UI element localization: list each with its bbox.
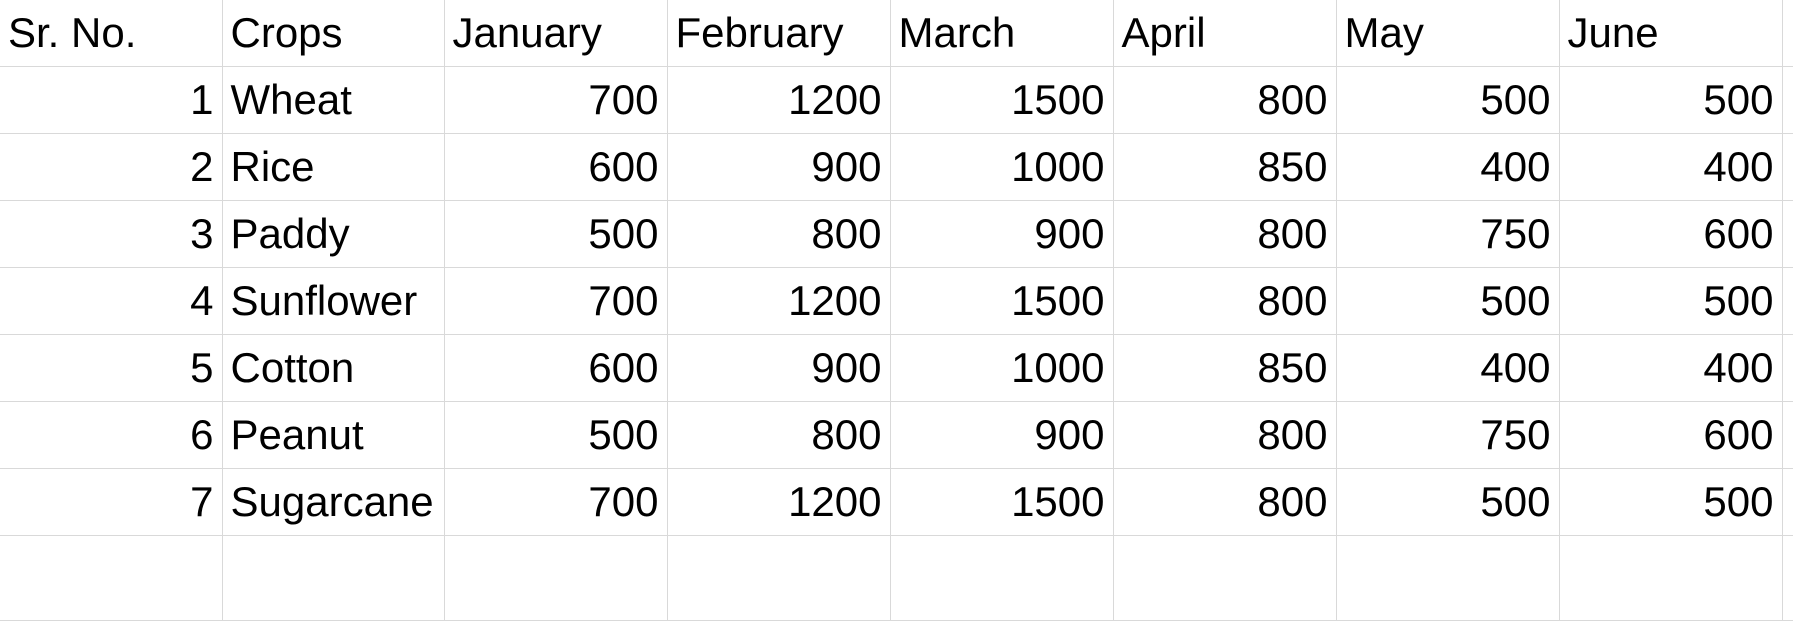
value-cell[interactable]: 1500 [890, 66, 1114, 134]
value-cell[interactable]: 800 [1113, 66, 1337, 134]
value-cell[interactable]: 600 [444, 334, 668, 402]
table-row: 1 Wheat 700 1200 1500 800 500 500 [0, 66, 1793, 134]
sr-no-cell[interactable]: 4 [0, 267, 223, 335]
value-cell[interactable]: 400 [1336, 133, 1560, 201]
value-cell[interactable]: 1200 [667, 66, 891, 134]
value-cell[interactable]: 900 [667, 334, 891, 402]
table-body: 1 Wheat 700 1200 1500 800 500 500 2 Rice 600 900 100… [0, 66, 1793, 621]
value-cell[interactable]: 1500 [890, 267, 1114, 335]
empty-cell[interactable] [1113, 535, 1337, 621]
empty-cell[interactable] [1782, 401, 1793, 469]
sr-no-cell[interactable]: 6 [0, 401, 223, 469]
value-cell[interactable]: 750 [1336, 200, 1560, 268]
sr-no-cell[interactable]: 1 [0, 66, 223, 134]
empty-cell[interactable] [667, 535, 891, 621]
header-row: Sr. No. Crops January February March Apr… [0, 0, 1793, 67]
empty-cell[interactable] [0, 535, 223, 621]
table-row: 4 Sunflower 700 1200 1500 800 500 500 [0, 267, 1793, 335]
value-cell[interactable]: 500 [1559, 468, 1783, 536]
empty-row [0, 535, 1793, 621]
sr-no-cell[interactable]: 7 [0, 468, 223, 536]
header-cell-april[interactable]: April [1113, 0, 1337, 67]
crop-name-cell[interactable]: Sunflower [222, 267, 445, 335]
empty-cell[interactable] [1782, 0, 1793, 67]
empty-cell[interactable] [1782, 267, 1793, 335]
value-cell[interactable]: 1200 [667, 267, 891, 335]
value-cell[interactable]: 500 [1336, 66, 1560, 134]
value-cell[interactable]: 800 [667, 401, 891, 469]
value-cell[interactable]: 900 [890, 401, 1114, 469]
value-cell[interactable]: 600 [1559, 200, 1783, 268]
value-cell[interactable]: 700 [444, 66, 668, 134]
header-cell-january[interactable]: January [444, 0, 668, 67]
sr-no-cell[interactable]: 3 [0, 200, 223, 268]
value-cell[interactable]: 1200 [667, 468, 891, 536]
value-cell[interactable]: 500 [1336, 267, 1560, 335]
crop-name-cell[interactable]: Peanut [222, 401, 445, 469]
header-cell-june[interactable]: June [1559, 0, 1783, 67]
empty-cell[interactable] [890, 535, 1114, 621]
value-cell[interactable]: 800 [1113, 200, 1337, 268]
empty-cell[interactable] [1559, 535, 1783, 621]
value-cell[interactable]: 1000 [890, 334, 1114, 402]
empty-cell[interactable] [444, 535, 668, 621]
empty-cell[interactable] [1782, 334, 1793, 402]
value-cell[interactable]: 500 [444, 401, 668, 469]
value-cell[interactable]: 500 [1559, 66, 1783, 134]
value-cell[interactable]: 400 [1559, 334, 1783, 402]
crop-name-cell[interactable]: Sugarcane [222, 468, 445, 536]
value-cell[interactable]: 1500 [890, 468, 1114, 536]
header-cell-february[interactable]: February [667, 0, 891, 67]
value-cell[interactable]: 900 [667, 133, 891, 201]
empty-cell[interactable] [222, 535, 445, 621]
empty-cell[interactable] [1782, 133, 1793, 201]
value-cell[interactable]: 800 [1113, 267, 1337, 335]
header-cell-crops[interactable]: Crops [222, 0, 445, 67]
empty-cell[interactable] [1336, 535, 1560, 621]
empty-cell[interactable] [1782, 200, 1793, 268]
header-cell-may[interactable]: May [1336, 0, 1560, 67]
value-cell[interactable]: 1000 [890, 133, 1114, 201]
value-cell[interactable]: 800 [1113, 401, 1337, 469]
header-cell-sr-no[interactable]: Sr. No. [0, 0, 223, 67]
empty-cell[interactable] [1782, 66, 1793, 134]
empty-cell[interactable] [1782, 468, 1793, 536]
crop-name-cell[interactable]: Paddy [222, 200, 445, 268]
header-cell-march[interactable]: March [890, 0, 1114, 67]
value-cell[interactable]: 900 [890, 200, 1114, 268]
value-cell[interactable]: 700 [444, 468, 668, 536]
value-cell[interactable]: 850 [1113, 334, 1337, 402]
value-cell[interactable]: 400 [1559, 133, 1783, 201]
value-cell[interactable]: 800 [667, 200, 891, 268]
sr-no-cell[interactable]: 5 [0, 334, 223, 402]
empty-cell[interactable] [1782, 535, 1793, 621]
table-row: 3 Paddy 500 800 900 800 750 600 [0, 200, 1793, 268]
value-cell[interactable]: 800 [1113, 468, 1337, 536]
table-row: 5 Cotton 600 900 1000 850 400 400 [0, 334, 1793, 402]
value-cell[interactable]: 850 [1113, 133, 1337, 201]
crop-name-cell[interactable]: Wheat [222, 66, 445, 134]
sr-no-cell[interactable]: 2 [0, 133, 223, 201]
table-row: 6 Peanut 500 800 900 800 750 600 [0, 401, 1793, 469]
crop-name-cell[interactable]: Cotton [222, 334, 445, 402]
value-cell[interactable]: 500 [444, 200, 668, 268]
value-cell[interactable]: 750 [1336, 401, 1560, 469]
value-cell[interactable]: 500 [1336, 468, 1560, 536]
table-row: 7 Sugarcane 700 1200 1500 800 500 500 [0, 468, 1793, 536]
value-cell[interactable]: 500 [1559, 267, 1783, 335]
value-cell[interactable]: 600 [1559, 401, 1783, 469]
table-row: 2 Rice 600 900 1000 850 400 400 [0, 133, 1793, 201]
value-cell[interactable]: 400 [1336, 334, 1560, 402]
value-cell[interactable]: 700 [444, 267, 668, 335]
crop-name-cell[interactable]: Rice [222, 133, 445, 201]
value-cell[interactable]: 600 [444, 133, 668, 201]
